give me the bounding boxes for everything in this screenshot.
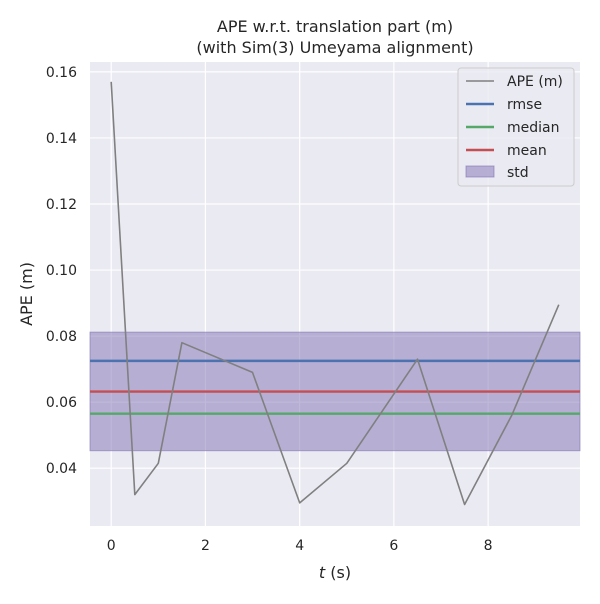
x-tick-label: 0: [107, 538, 116, 554]
chart-title: APE w.r.t. translation part (m): [217, 17, 453, 36]
y-tick-label: 0.14: [46, 131, 77, 147]
chart-subtitle: (with Sim(3) Umeyama alignment): [196, 38, 473, 57]
legend-label-median: median: [507, 120, 559, 136]
legend-box: [457, 67, 575, 187]
legend-label-rmse: rmse: [507, 97, 542, 113]
y-tick-label: 0.10: [46, 263, 77, 279]
x-axis-label-unit: (s): [325, 563, 351, 582]
legend-label-mean: mean: [507, 143, 547, 159]
x-axis-label-variable: t: [319, 563, 326, 582]
y-tick-label: 0.08: [46, 329, 77, 345]
x-tick-label: 8: [484, 538, 493, 554]
y-tick-label: 0.16: [46, 65, 77, 81]
x-tick-label: 4: [295, 538, 304, 554]
y-tick-label: 0.12: [46, 197, 77, 213]
y-tick-label: 0.06: [46, 395, 77, 411]
y-axis-label: APE (m): [17, 262, 36, 326]
x-tick-label: 6: [389, 538, 398, 554]
legend-swatch-std: [465, 165, 495, 178]
legend: APE (m) rmse median mean std: [457, 67, 575, 187]
legend-label-std: std: [507, 165, 529, 181]
series-layer: [110, 81, 560, 506]
x-tick-label: 2: [201, 538, 210, 554]
tick-labels: 0 2 4 6 8 0.04 0.06 0.08 0.10 0.12 0.14 0.16: [46, 65, 493, 554]
legend-label-ape: APE (m): [507, 74, 563, 90]
ape-series-line: [110, 81, 560, 506]
x-axis-label: t (s): [319, 563, 351, 582]
y-tick-label: 0.04: [46, 461, 77, 477]
